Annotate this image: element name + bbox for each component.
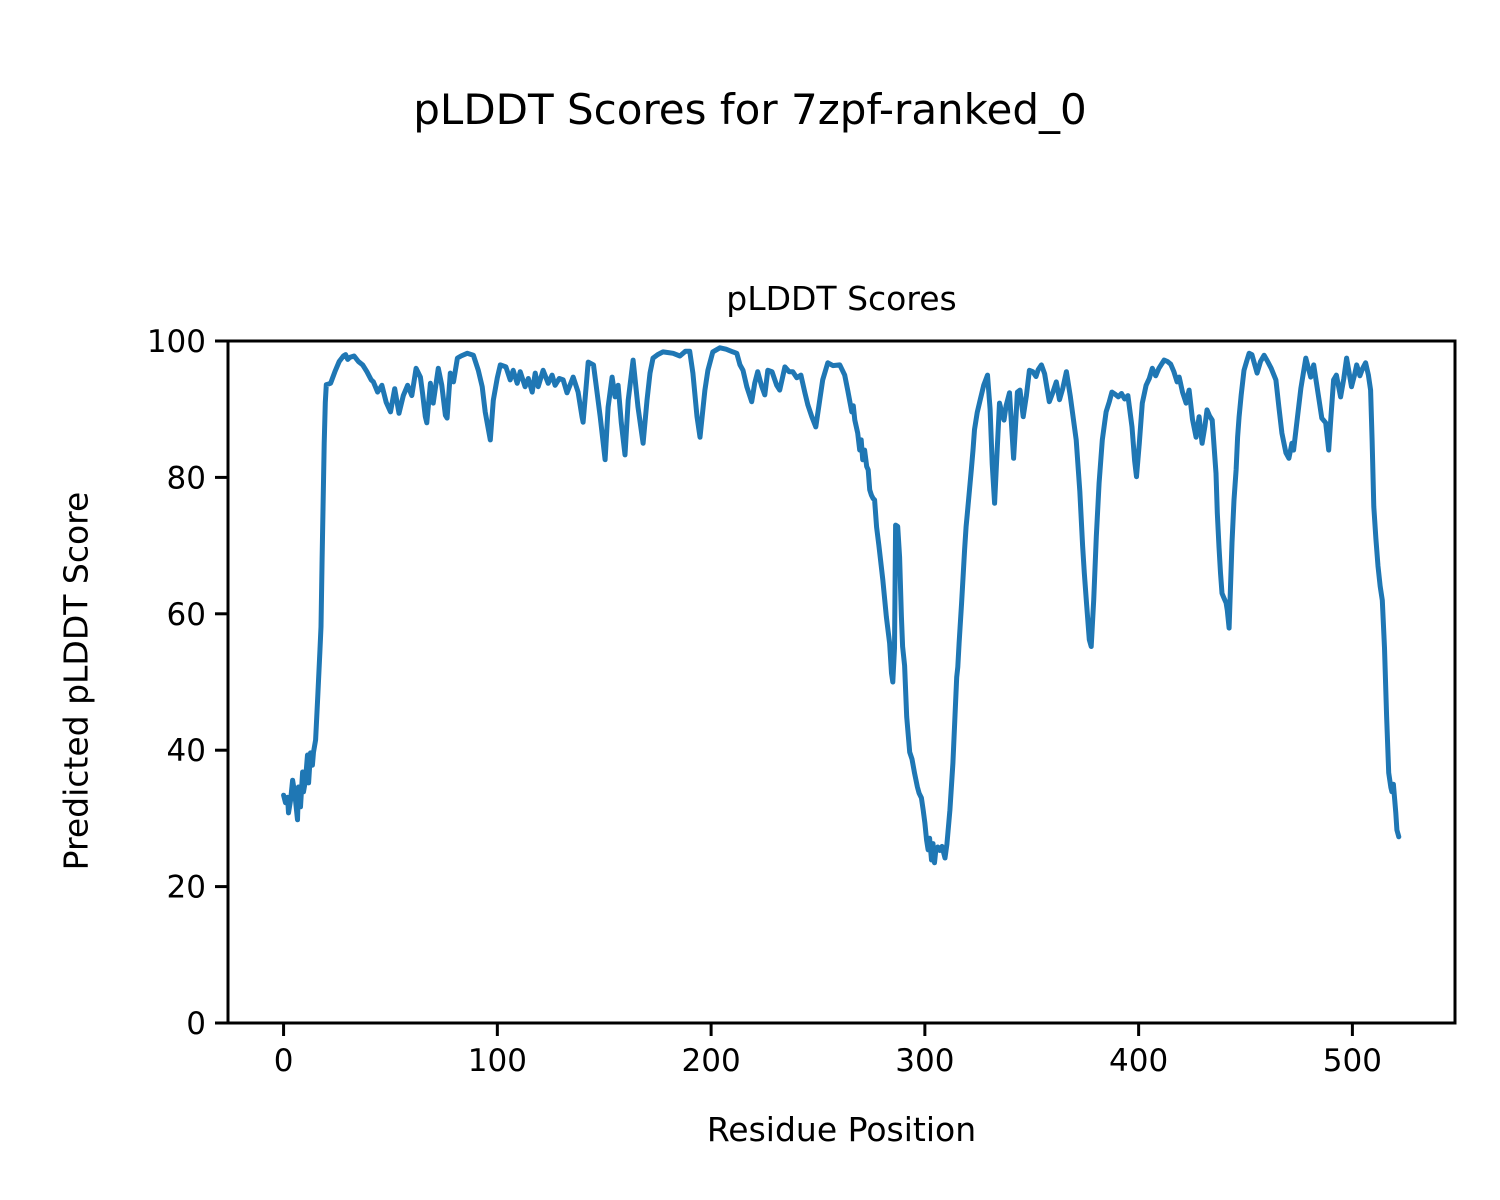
y-tick-label: 20 [167,870,206,906]
axes-spines [226,339,1457,1025]
x-tick-label: 300 [895,1043,954,1079]
x-tick-label: 400 [1109,1043,1168,1079]
x-tick-label: 0 [274,1043,294,1079]
x-tick-label: 500 [1323,1043,1382,1079]
x-axis-label: Residue Position [706,1110,977,1149]
y-tick-label: 40 [167,733,206,769]
axes-title: pLDDT Scores [726,279,957,318]
x-tick-label: 100 [468,1043,527,1079]
y-tick-label: 60 [167,597,206,633]
y-tick-label: 100 [147,324,206,360]
figure-suptitle: pLDDT Scores for 7zpf-ranked_0 [413,85,1087,134]
plddt-line [281,345,1402,866]
y-tick-label: 80 [167,460,206,496]
x-tick-label: 200 [682,1043,741,1079]
y-tick-label: 0 [186,1006,206,1042]
